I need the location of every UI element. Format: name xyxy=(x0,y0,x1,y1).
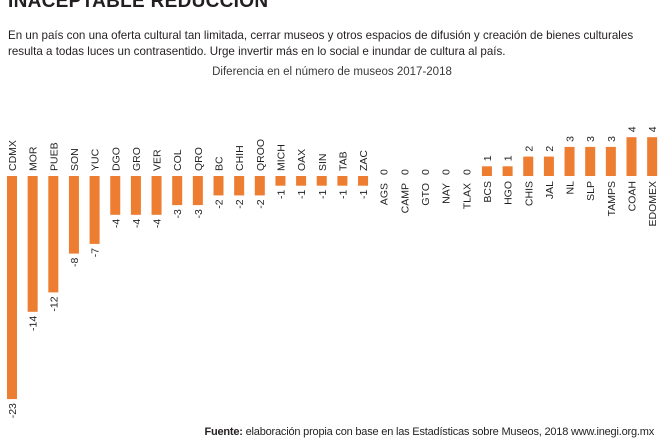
value-label-dgo: -4 xyxy=(110,219,122,228)
value-label-slp: 3 xyxy=(585,136,597,142)
value-label-zac: -1 xyxy=(358,190,370,199)
category-label-dgo: DGO xyxy=(110,147,122,171)
value-label-bc: -2 xyxy=(214,199,226,208)
value-label-hgo: 1 xyxy=(503,155,515,161)
category-label-nl: NL xyxy=(565,181,577,195)
bar-bcs xyxy=(481,166,492,176)
value-label-nl: 3 xyxy=(565,136,577,142)
value-label-tab: -1 xyxy=(337,190,349,199)
value-label-pueb: -12 xyxy=(48,296,60,311)
chart-title: Diferencia en el número de museos 2017-2… xyxy=(212,66,452,78)
source-note: Fuente: elaboración propia con base en l… xyxy=(204,426,654,438)
bar-ver xyxy=(151,176,162,215)
source-text: elaboración propia con base en las Estad… xyxy=(242,426,655,438)
category-label-oax: OAX xyxy=(296,149,308,171)
category-label-hgo: HGO xyxy=(503,181,515,205)
value-label-ver: -4 xyxy=(152,219,164,228)
bar-tab xyxy=(337,176,348,186)
value-label-gro: -4 xyxy=(131,219,143,228)
category-label-tlax: TLAX xyxy=(461,183,473,209)
category-label-sin: SIN xyxy=(317,153,329,171)
category-label-ags: AGS xyxy=(379,183,391,205)
category-label-gro: GRO xyxy=(131,147,143,171)
bar-slp xyxy=(585,146,596,176)
bar-qroo xyxy=(254,176,265,196)
value-label-qro: -3 xyxy=(193,209,205,218)
value-label-mich: -1 xyxy=(275,190,287,199)
value-label-col: -3 xyxy=(172,209,184,218)
bar-chis xyxy=(523,156,534,176)
category-label-mich: MICH xyxy=(275,144,287,171)
category-label-chih: CHIH xyxy=(234,145,246,171)
value-label-gto: 0 xyxy=(420,169,432,175)
bar-son xyxy=(68,176,79,254)
category-label-chis: CHIS xyxy=(523,181,535,206)
value-label-oax: -1 xyxy=(296,190,308,199)
category-label-ver: VER xyxy=(152,149,164,171)
category-label-coah: COAH xyxy=(627,181,639,211)
value-label-chih: -2 xyxy=(234,199,246,208)
value-label-tlax: 0 xyxy=(461,169,473,175)
value-label-jal: 2 xyxy=(544,146,556,152)
bar-chih xyxy=(234,176,245,196)
headline: INACEPTABLE REDUCCIÓN xyxy=(8,0,269,12)
value-label-tamps: 3 xyxy=(606,136,618,142)
bar-coah xyxy=(626,137,637,176)
category-label-tamps: TAMPS xyxy=(606,181,618,216)
category-label-yuc: YUC xyxy=(90,148,102,171)
value-label-camp: 0 xyxy=(399,169,411,175)
category-label-edomex: EDOMEX xyxy=(647,181,659,227)
category-label-son: SON xyxy=(69,148,81,171)
value-label-chis: 2 xyxy=(523,146,535,152)
category-label-gto: GTO xyxy=(420,183,432,206)
bar-edomex xyxy=(647,137,658,176)
category-label-bcs: BCS xyxy=(482,181,494,203)
category-label-qroo: QROO xyxy=(255,139,267,171)
category-label-bc: BC xyxy=(214,156,226,171)
value-label-cdmx: -23 xyxy=(7,403,19,418)
category-label-tab: TAB xyxy=(337,151,349,171)
bar-yuc xyxy=(89,176,100,244)
category-label-slp: SLP xyxy=(585,181,597,201)
value-label-mor: -14 xyxy=(28,316,40,331)
bar-jal xyxy=(543,156,554,176)
bar-hgo xyxy=(502,166,513,176)
value-label-nay: 0 xyxy=(441,169,453,175)
bar-sin xyxy=(316,176,327,186)
bar-bc xyxy=(213,176,224,196)
bar-mich xyxy=(275,176,286,186)
bar-qro xyxy=(192,176,203,206)
value-label-ags: 0 xyxy=(379,169,391,175)
category-label-pueb: PUEB xyxy=(48,142,60,171)
bar-oax xyxy=(296,176,307,186)
value-label-edomex: 4 xyxy=(647,126,659,132)
value-label-son: -8 xyxy=(69,257,81,266)
category-label-zac: ZAC xyxy=(358,150,370,171)
bar-mor xyxy=(27,176,38,312)
bar-nl xyxy=(564,146,575,176)
value-label-coah: 4 xyxy=(627,126,639,132)
bar-col xyxy=(172,176,183,206)
value-label-qroo: -2 xyxy=(255,199,267,208)
value-label-bcs: 1 xyxy=(482,155,494,161)
bar-tamps xyxy=(605,146,616,176)
category-label-col: COL xyxy=(172,149,184,171)
category-label-mor: MOR xyxy=(28,146,40,171)
bar-pueb xyxy=(48,176,59,293)
value-label-sin: -1 xyxy=(317,190,329,199)
category-label-jal: JAL xyxy=(544,181,556,199)
intro-text: En un país con una oferta cultural tan l… xyxy=(8,29,634,58)
bar-gro xyxy=(130,176,141,215)
category-label-nay: NAY xyxy=(441,183,453,204)
value-label-yuc: -7 xyxy=(90,248,102,257)
bar-zac xyxy=(358,176,369,186)
category-label-cdmx: CDMX xyxy=(7,140,19,171)
category-label-camp: CAMP xyxy=(399,183,411,213)
bar-cdmx xyxy=(7,176,17,400)
category-label-qro: QRO xyxy=(193,147,205,171)
bar-dgo xyxy=(110,176,121,215)
source-label: Fuente: xyxy=(204,426,243,438)
